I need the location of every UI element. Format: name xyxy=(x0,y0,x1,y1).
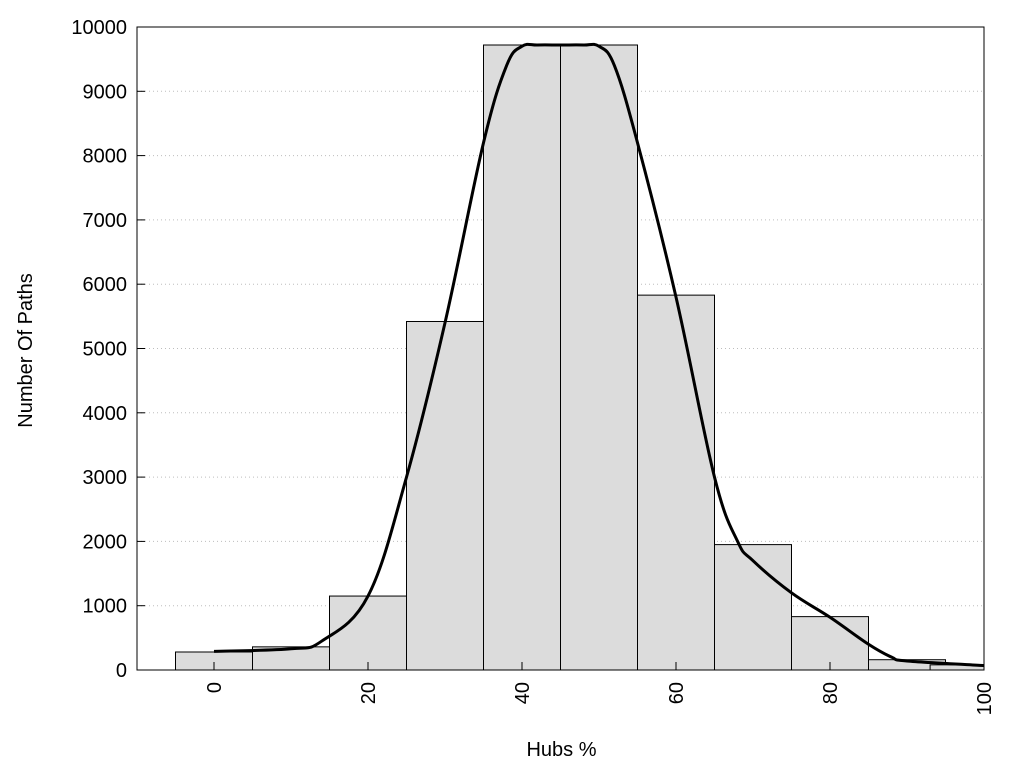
y-tick-label: 6000 xyxy=(83,274,128,296)
x-tick-label: 80 xyxy=(820,682,842,704)
y-axis-ticks: 0 1000 2000 3000 4000 5000 6000 7000 8000 9000 100… xyxy=(71,17,145,682)
y-tick-label: 8000 xyxy=(83,146,128,168)
y-tick-label: 10000 xyxy=(71,17,127,39)
y-tick-label: 0 xyxy=(116,660,127,682)
y-tick-label: 4000 xyxy=(83,403,128,425)
y-tick-label: 2000 xyxy=(83,531,128,553)
y-tick-label: 3000 xyxy=(83,467,128,489)
histogram-bar xyxy=(560,44,638,671)
histogram-bar xyxy=(714,544,792,671)
x-tick-label: 20 xyxy=(358,682,380,704)
density-curve xyxy=(213,42,985,667)
y-tick-label: 1000 xyxy=(83,596,128,618)
x-tick-label: 0 xyxy=(204,682,226,693)
y-tick-label: 9000 xyxy=(83,81,128,103)
x-tick-label: 40 xyxy=(512,682,534,704)
histogram-bar xyxy=(406,320,484,671)
histogram-bar xyxy=(637,294,715,671)
y-tick-label: 5000 xyxy=(83,339,128,361)
x-axis-label: Hubs % xyxy=(526,739,596,761)
histogram-bars xyxy=(175,44,985,671)
histogram-bar xyxy=(791,616,869,671)
x-tick-label: 100 xyxy=(974,682,996,715)
x-axis-ticks: 0 20 40 60 80 100 xyxy=(204,662,996,715)
x-tick-label: 60 xyxy=(666,682,688,704)
histogram-bar xyxy=(329,595,407,671)
y-axis-label: Number Of Paths xyxy=(15,273,37,428)
histogram-bar xyxy=(483,44,561,671)
y-tick-label: 7000 xyxy=(83,210,128,232)
